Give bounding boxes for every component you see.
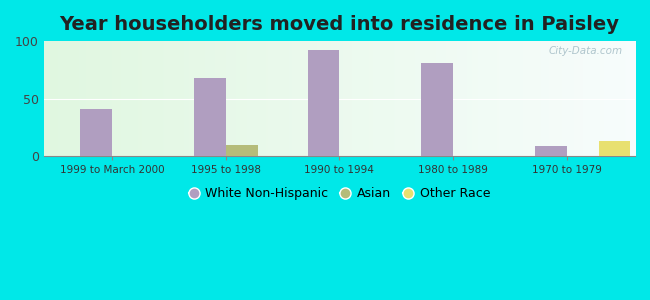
Bar [535,146,567,156]
Bar [307,50,339,156]
Bar [194,78,226,156]
Bar [599,141,630,156]
Bar [421,63,453,156]
Bar [226,145,257,156]
Text: City-Data.com: City-Data.com [549,46,623,56]
Title: Year householders moved into residence in Paisley: Year householders moved into residence i… [59,15,619,34]
Legend: White Non-Hispanic, Asian, Other Race: White Non-Hispanic, Asian, Other Race [183,182,495,206]
Bar [80,109,112,156]
